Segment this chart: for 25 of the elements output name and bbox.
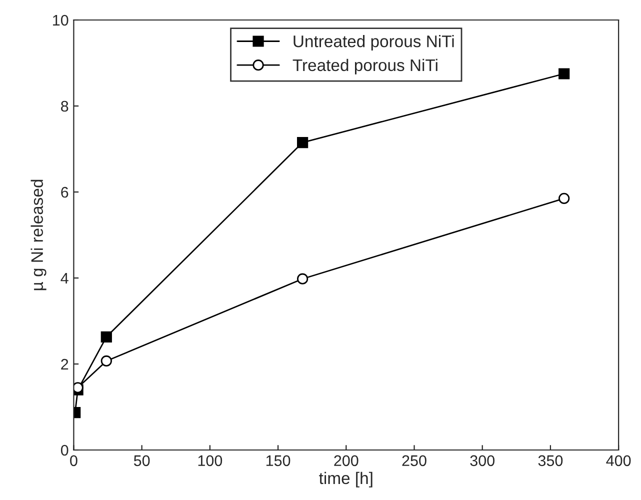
y-tick-label: 2 — [61, 358, 68, 370]
x-tick-label: 300 — [470, 455, 494, 466]
point — [100, 355, 112, 367]
x-tick-label: 200 — [334, 455, 358, 466]
x-tick-label: 100 — [198, 455, 222, 466]
point — [558, 192, 570, 204]
y-tick-label: 4 — [60, 273, 68, 284]
x-tick-label: 250 — [402, 455, 426, 466]
point — [100, 331, 112, 342]
x-tick-label: 50 — [134, 455, 150, 466]
point — [558, 68, 570, 80]
y-tick-label: 0 — [60, 444, 68, 456]
y-tick-label: 10 — [53, 14, 68, 26]
x-tick-label: 350 — [538, 455, 563, 466]
point — [296, 136, 308, 148]
x-tick-label: 400 — [606, 455, 631, 466]
legend-label: Treated porous NiTi — [292, 58, 438, 74]
x-axis-title: time [h] — [319, 472, 372, 488]
x-tick-label: 150 — [266, 455, 290, 466]
y-tick-label: 6 — [61, 186, 68, 198]
x-tick-label: 0 — [70, 455, 78, 466]
y-tick-label: 8 — [61, 100, 68, 112]
y-axis-title: µ g Ni released — [30, 180, 46, 290]
point — [296, 273, 308, 284]
legend-label: Untreated porous NiTi — [294, 35, 454, 51]
